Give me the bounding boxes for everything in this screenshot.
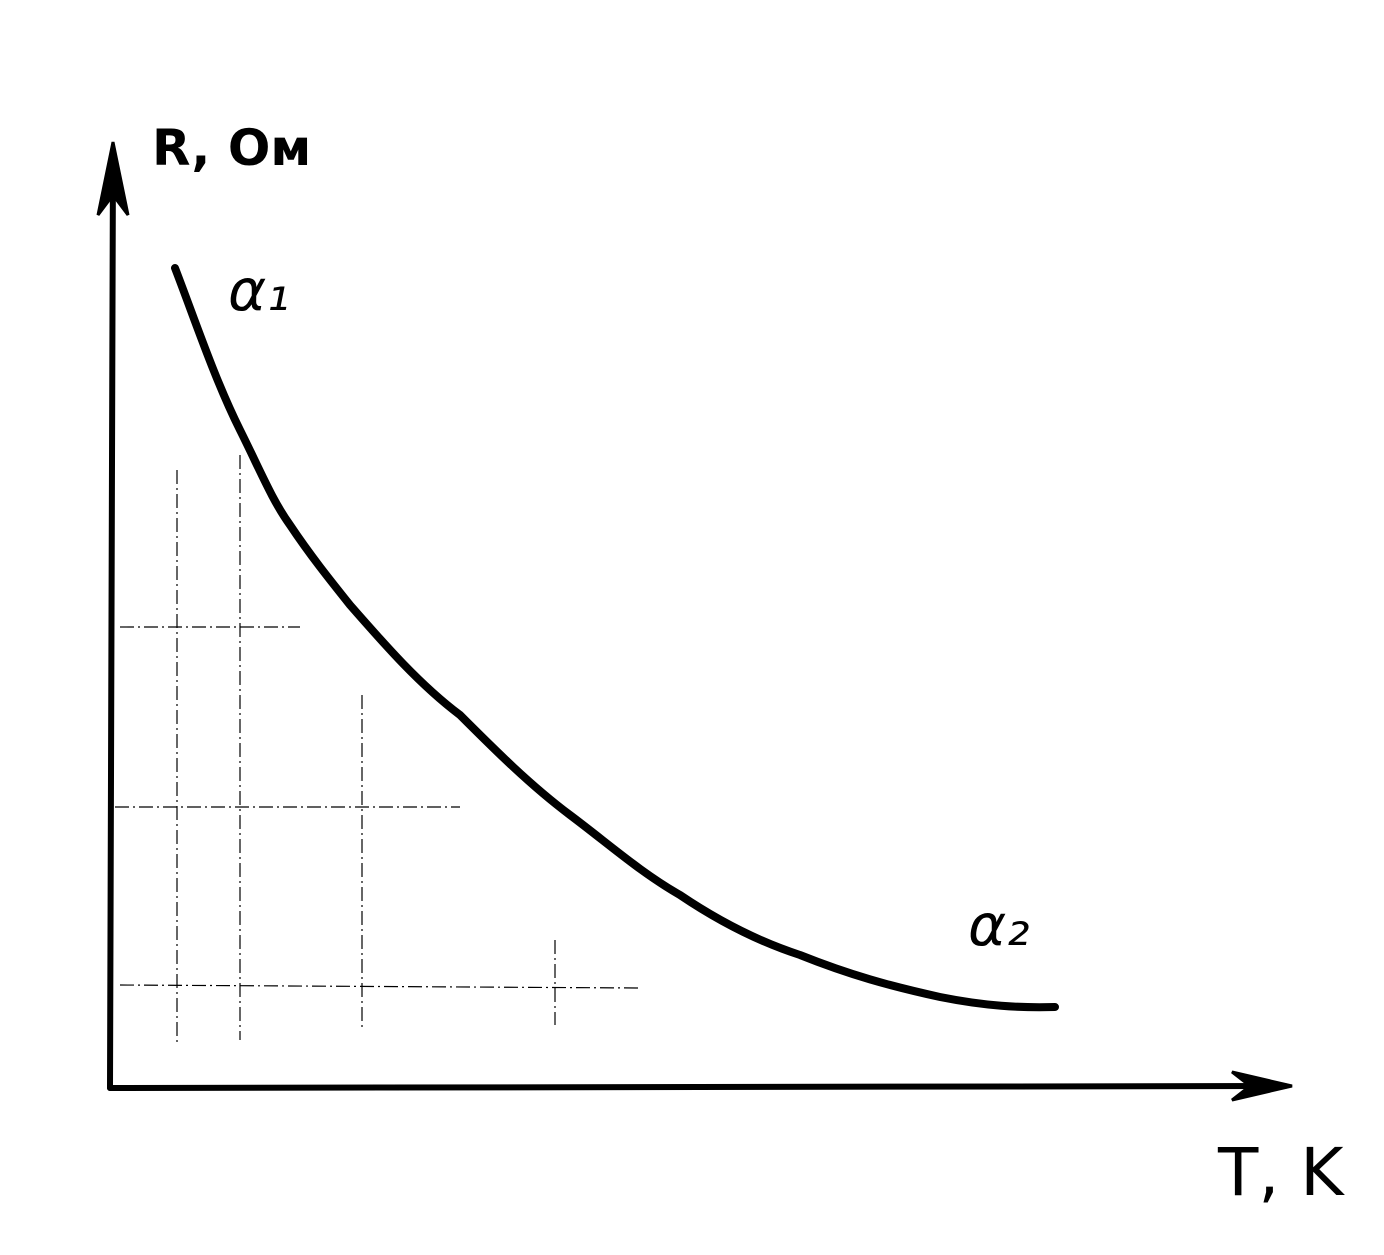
y-axis-label: R, Ом <box>152 119 311 177</box>
guide-lines <box>115 455 641 1045</box>
guide-line <box>119 984 641 989</box>
x-axis-label: T, K <box>1217 1134 1345 1211</box>
x-axis <box>107 1083 1288 1091</box>
resistance-curve <box>171 264 1059 1012</box>
y-axis-arrow <box>96 141 130 216</box>
y-axis <box>107 147 116 1091</box>
x-axis-arrow <box>1231 1070 1293 1102</box>
curve-end-label: α₂ <box>968 891 1029 959</box>
curve-start-label: α₁ <box>228 256 289 324</box>
